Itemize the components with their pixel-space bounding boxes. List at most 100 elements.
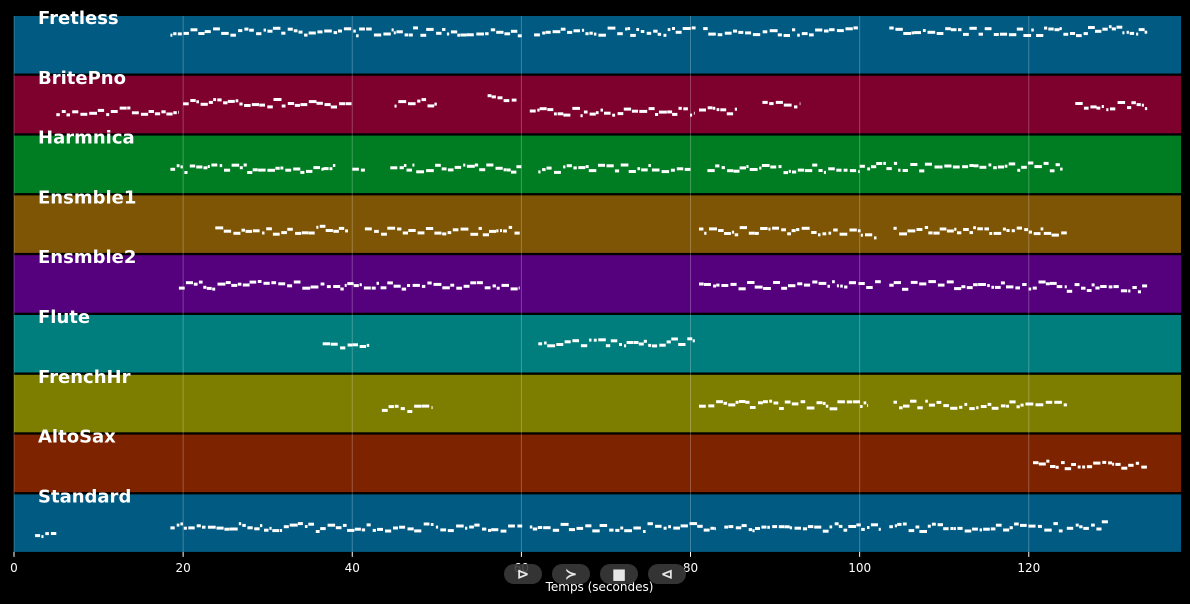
note	[287, 27, 293, 31]
note	[950, 527, 954, 530]
note	[794, 105, 798, 109]
stop-button[interactable]: ■	[600, 564, 638, 584]
note	[911, 31, 915, 35]
play-back-button[interactable]: ⊲	[648, 564, 686, 584]
note	[496, 229, 499, 233]
note	[809, 33, 814, 37]
note	[858, 282, 865, 285]
note	[390, 166, 398, 170]
note	[403, 164, 407, 167]
note	[50, 532, 57, 535]
note	[325, 229, 333, 232]
note	[639, 109, 648, 113]
note	[474, 163, 479, 167]
note	[1059, 27, 1062, 31]
track-band	[14, 135, 1181, 194]
note	[484, 286, 491, 290]
note	[208, 100, 213, 104]
note	[710, 526, 715, 530]
note	[414, 529, 422, 533]
note	[964, 529, 972, 533]
note	[1096, 527, 1102, 531]
note	[326, 285, 331, 289]
note	[313, 166, 320, 170]
note	[293, 29, 298, 33]
note	[1028, 287, 1032, 291]
note	[1006, 229, 1010, 232]
note	[1091, 523, 1095, 527]
note	[416, 170, 424, 174]
note	[457, 33, 460, 37]
note	[190, 28, 198, 32]
note	[867, 526, 870, 529]
play-forward-button[interactable]: ⊳	[504, 564, 542, 584]
note	[322, 342, 331, 346]
note	[35, 534, 41, 538]
note	[954, 287, 962, 291]
note	[204, 30, 211, 34]
track-band	[14, 16, 1181, 74]
note	[690, 113, 693, 117]
note	[749, 406, 756, 409]
note	[933, 231, 940, 235]
note	[910, 280, 918, 284]
note	[488, 528, 492, 532]
note	[89, 111, 97, 115]
note	[212, 287, 216, 291]
note	[552, 30, 561, 34]
note	[427, 104, 435, 108]
note	[707, 106, 713, 110]
note	[856, 523, 861, 527]
note	[802, 527, 808, 531]
note	[936, 400, 942, 404]
note	[260, 524, 263, 528]
note	[434, 231, 442, 235]
note	[738, 30, 744, 34]
note	[1058, 529, 1063, 533]
next-button[interactable]: ≻	[552, 564, 590, 584]
note	[910, 399, 917, 403]
note	[889, 525, 893, 529]
note	[207, 165, 210, 168]
note	[500, 229, 502, 233]
note	[834, 522, 839, 526]
note	[572, 106, 580, 110]
note	[600, 108, 603, 112]
note	[297, 522, 303, 526]
note	[316, 225, 319, 229]
note	[243, 163, 247, 167]
note	[1032, 286, 1037, 290]
note	[486, 163, 494, 167]
note	[824, 29, 829, 33]
note	[687, 337, 693, 341]
note	[293, 167, 301, 171]
note	[1024, 228, 1028, 232]
note	[485, 32, 489, 36]
note	[184, 171, 188, 174]
note	[902, 522, 907, 526]
note	[697, 524, 703, 528]
note	[963, 228, 969, 231]
note	[529, 525, 533, 529]
note	[865, 233, 873, 237]
note	[893, 161, 898, 165]
note	[308, 231, 315, 235]
note	[973, 226, 976, 230]
note	[801, 226, 810, 230]
note	[238, 29, 243, 33]
note	[320, 527, 326, 531]
note	[308, 100, 317, 104]
note	[663, 526, 667, 530]
note	[1000, 281, 1005, 285]
note	[758, 401, 763, 405]
note	[1141, 103, 1144, 107]
note	[538, 342, 543, 346]
track-label: Ensmble2	[38, 247, 136, 268]
note	[969, 164, 974, 167]
note	[300, 103, 308, 107]
note	[180, 165, 183, 169]
note	[560, 27, 566, 31]
note	[907, 229, 916, 233]
note	[491, 528, 499, 532]
